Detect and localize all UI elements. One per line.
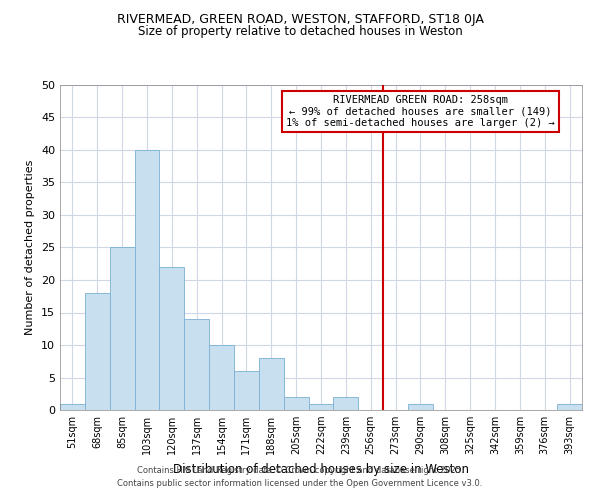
- Bar: [308, 404, 334, 410]
- Bar: [408, 404, 433, 410]
- Text: RIVERMEAD GREEN ROAD: 258sqm
← 99% of detached houses are smaller (149)
1% of se: RIVERMEAD GREEN ROAD: 258sqm ← 99% of de…: [286, 94, 555, 128]
- Text: Contains HM Land Registry data © Crown copyright and database right 2025.
Contai: Contains HM Land Registry data © Crown c…: [118, 466, 482, 487]
- Bar: [234, 371, 259, 410]
- Bar: [259, 358, 284, 410]
- Bar: [85, 293, 110, 410]
- Bar: [209, 345, 234, 410]
- Text: Size of property relative to detached houses in Weston: Size of property relative to detached ho…: [137, 25, 463, 38]
- Bar: [557, 404, 582, 410]
- Text: RIVERMEAD, GREEN ROAD, WESTON, STAFFORD, ST18 0JA: RIVERMEAD, GREEN ROAD, WESTON, STAFFORD,…: [116, 12, 484, 26]
- Bar: [184, 319, 209, 410]
- Y-axis label: Number of detached properties: Number of detached properties: [25, 160, 35, 335]
- Bar: [134, 150, 160, 410]
- Bar: [284, 397, 308, 410]
- Bar: [60, 404, 85, 410]
- Bar: [160, 267, 184, 410]
- Bar: [110, 248, 134, 410]
- X-axis label: Distribution of detached houses by size in Weston: Distribution of detached houses by size …: [173, 462, 469, 475]
- Bar: [334, 397, 358, 410]
